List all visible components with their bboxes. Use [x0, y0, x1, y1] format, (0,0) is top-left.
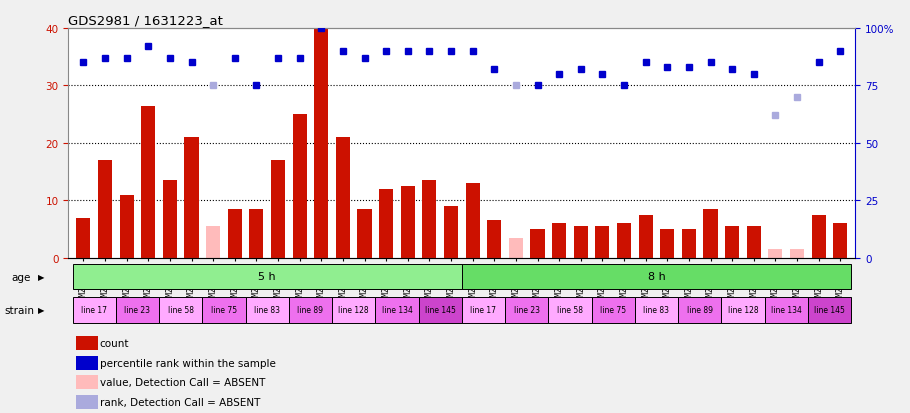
Bar — [678, 297, 722, 323]
Text: line 23: line 23 — [514, 305, 540, 314]
Text: 8 h: 8 h — [648, 272, 665, 282]
Bar — [400, 187, 415, 258]
Bar — [725, 227, 739, 258]
Text: value, Detection Call = ABSENT: value, Detection Call = ABSENT — [100, 377, 265, 387]
Bar — [635, 297, 678, 323]
Bar — [812, 215, 825, 258]
Bar — [461, 297, 505, 323]
Bar — [444, 206, 458, 258]
Bar — [531, 230, 544, 258]
Bar — [293, 115, 307, 258]
Bar — [116, 297, 159, 323]
Bar — [119, 195, 134, 258]
Bar — [249, 209, 263, 258]
Bar — [73, 297, 116, 323]
Text: ▶: ▶ — [38, 273, 45, 282]
Text: strain: strain — [5, 305, 35, 315]
Bar — [573, 227, 588, 258]
Bar — [747, 227, 761, 258]
Bar — [466, 184, 480, 258]
Text: GDS2981 / 1631223_at: GDS2981 / 1631223_at — [68, 14, 223, 27]
Bar — [549, 297, 592, 323]
Text: line 128: line 128 — [728, 305, 758, 314]
Bar — [422, 181, 437, 258]
Text: line 58: line 58 — [557, 305, 583, 314]
Bar — [76, 356, 97, 370]
Bar — [722, 297, 764, 323]
Text: line 75: line 75 — [600, 305, 626, 314]
Bar — [764, 297, 808, 323]
Bar — [419, 297, 461, 323]
Text: line 89: line 89 — [298, 305, 323, 314]
Bar — [834, 224, 847, 258]
Text: count: count — [100, 338, 129, 348]
Bar — [552, 224, 566, 258]
Bar — [595, 227, 610, 258]
Bar — [379, 189, 393, 258]
Text: percentile rank within the sample: percentile rank within the sample — [100, 358, 276, 368]
Bar — [314, 29, 329, 258]
Bar — [163, 181, 177, 258]
Bar — [617, 224, 631, 258]
Bar — [358, 209, 371, 258]
Bar — [76, 395, 97, 409]
Bar — [228, 209, 242, 258]
Bar — [246, 297, 288, 323]
Bar — [76, 218, 90, 258]
Text: line 145: line 145 — [814, 305, 844, 314]
Bar — [336, 138, 350, 258]
Bar — [185, 138, 198, 258]
Text: line 134: line 134 — [771, 305, 802, 314]
Text: line 145: line 145 — [425, 305, 456, 314]
Bar — [703, 209, 718, 258]
Text: line 83: line 83 — [643, 305, 670, 314]
Bar — [141, 106, 156, 258]
Bar — [288, 297, 332, 323]
Text: line 75: line 75 — [211, 305, 237, 314]
Bar — [206, 227, 220, 258]
Bar — [98, 161, 112, 258]
Text: age: age — [11, 272, 30, 282]
Bar — [202, 297, 246, 323]
Bar — [271, 161, 285, 258]
Bar — [461, 264, 851, 290]
Bar — [808, 297, 851, 323]
Bar — [682, 230, 696, 258]
Bar — [332, 297, 375, 323]
Text: line 134: line 134 — [381, 305, 412, 314]
Text: line 58: line 58 — [167, 305, 194, 314]
Bar — [76, 375, 97, 389]
Bar — [159, 297, 202, 323]
Bar — [487, 221, 501, 258]
Bar — [592, 297, 635, 323]
Bar — [639, 215, 652, 258]
Bar — [768, 249, 783, 258]
Bar — [76, 336, 97, 350]
Bar — [661, 230, 674, 258]
Bar — [73, 264, 461, 290]
Text: 5 h: 5 h — [258, 272, 276, 282]
Bar — [509, 238, 523, 258]
Text: line 17: line 17 — [470, 305, 497, 314]
Bar — [505, 297, 549, 323]
Text: line 17: line 17 — [81, 305, 107, 314]
Text: ▶: ▶ — [38, 306, 45, 315]
Text: rank, Detection Call = ABSENT: rank, Detection Call = ABSENT — [100, 397, 260, 407]
Text: line 83: line 83 — [254, 305, 280, 314]
Bar — [790, 249, 804, 258]
Bar — [375, 297, 419, 323]
Text: line 89: line 89 — [687, 305, 713, 314]
Text: line 128: line 128 — [339, 305, 369, 314]
Text: line 23: line 23 — [125, 305, 150, 314]
